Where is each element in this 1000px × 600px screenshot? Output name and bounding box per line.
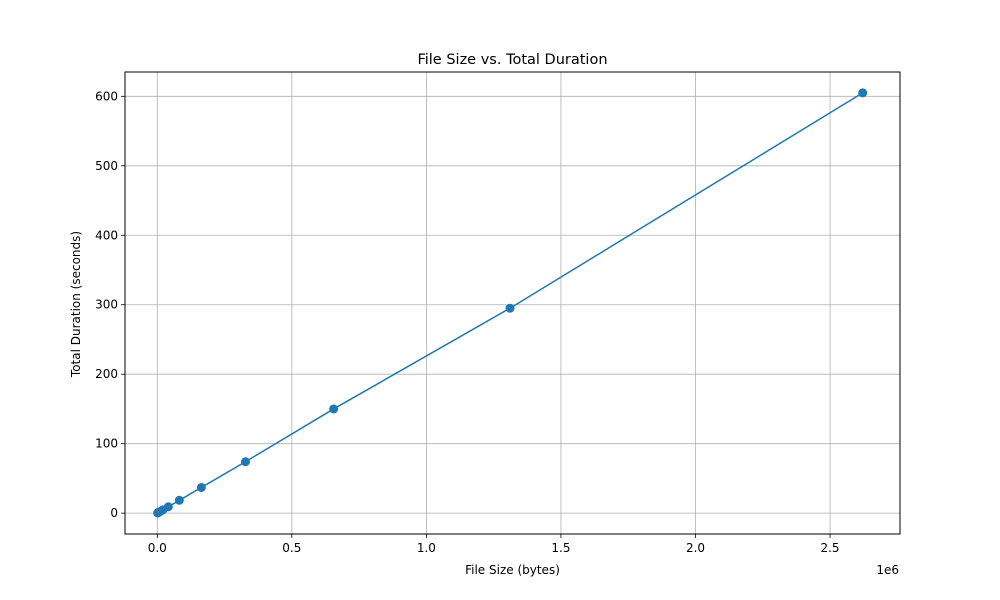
y-tick-label: 500 (95, 159, 118, 173)
data-point (505, 303, 515, 313)
plot-frame (124, 71, 901, 535)
y-axis-label: Total Duration (seconds) (69, 231, 83, 378)
axis-ticks: 0.0 0.5 1.0 1.5 2.0 2.5 0 100 200 300 400 500 600 (95, 89, 839, 555)
series-line (157, 92, 864, 514)
data-point (858, 88, 868, 98)
y-tick-label: 200 (95, 367, 118, 381)
y-tick-label: 100 (95, 437, 118, 451)
x-tick-label: 0.0 (148, 541, 167, 555)
x-axis-label: File Size (bytes) (465, 563, 560, 577)
y-tick-label: 300 (95, 298, 118, 312)
x-tick-label: 1.5 (551, 541, 570, 555)
x-offset-label: 1e6 (876, 563, 899, 577)
data-point (329, 404, 339, 414)
x-tick-label: 2.0 (686, 541, 705, 555)
y-tick-label: 400 (95, 228, 118, 242)
data-point (240, 457, 250, 467)
data-point (196, 482, 206, 492)
x-tick-label: 1.0 (417, 541, 436, 555)
x-tick-label: 2.5 (820, 541, 839, 555)
chart-title: File Size vs. Total Duration (417, 52, 607, 68)
data-point (174, 495, 184, 505)
data-series (153, 88, 868, 518)
y-tick-label: 600 (95, 89, 118, 103)
data-point (163, 502, 173, 512)
y-tick-label: 0 (110, 506, 118, 520)
x-tick-label: 0.5 (282, 541, 301, 555)
grid (125, 72, 900, 534)
